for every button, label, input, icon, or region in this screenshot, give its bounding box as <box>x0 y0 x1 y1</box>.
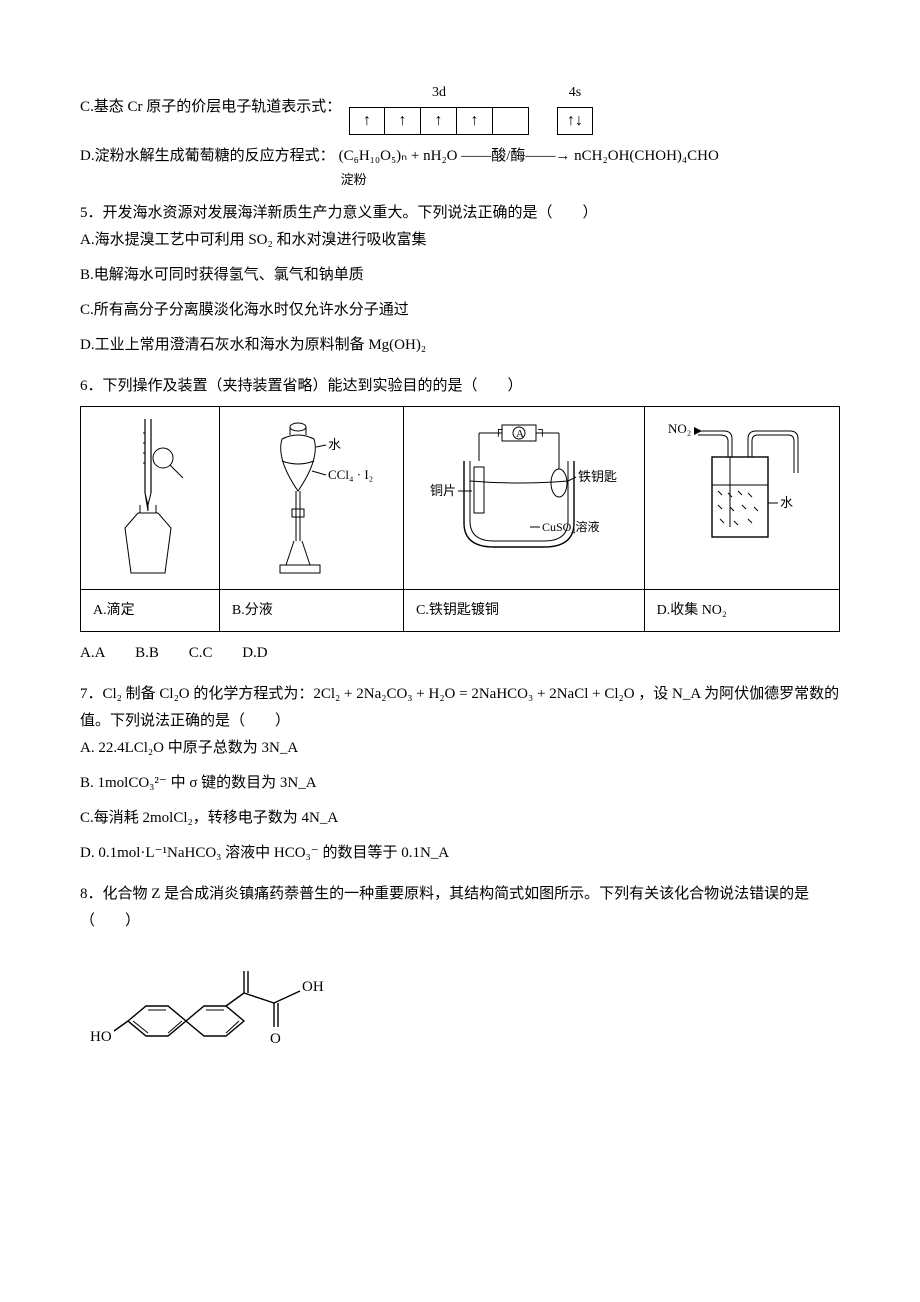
svg-text:CuSO₄溶液: CuSO₄溶液 <box>542 519 600 534</box>
q7-option-a: A. 22.4LCl₂O 中原子总数为 3N_A <box>80 735 840 762</box>
q5: 5．开发海水资源对发展海洋新质生产力意义重大。下列说法正确的是（ ） A.海水提… <box>80 200 840 359</box>
orbital-3d: 3d ↑ ↑ ↑ ↑ <box>349 80 529 135</box>
q5-option-b: B.电解海水可同时获得氢气、氯气和钠单质 <box>80 262 840 289</box>
svg-text:NO₂: NO₂ <box>668 421 691 436</box>
oh-label: OH <box>302 979 324 995</box>
q6-stem: 6．下列操作及装置（夹持装置省略）能达到实验目的的是（ ） <box>80 373 840 400</box>
orbital-diagram: 3d ↑ ↑ ↑ ↑ 4s ↑↓ <box>349 80 621 135</box>
q7-stem: 7．Cl₂ 制备 Cl₂O 的化学方程式为：2Cl₂ + 2Na₂CO₃ + H… <box>80 681 840 735</box>
orbital-cell: ↑↓ <box>557 107 593 135</box>
q4d-equation-block: (C₆H₁₀O₅)ₙ + nH₂O ——酸/酶——→ nCH₂OH(CHOH)₄… <box>339 143 719 191</box>
q8-stem: 8．化合物 Z 是合成消炎镇痛药萘普生的一种重要原料，其结构简式如图所示。下列有… <box>80 881 840 935</box>
q5-option-c: C.所有高分子分离膜淡化海水时仅允许水分子通过 <box>80 297 840 324</box>
electroplating-icon: A ┌ ┐ 铜片 铁钥匙 CuSO₄溶液 <box>424 413 624 583</box>
choice-b: B.B <box>135 645 159 661</box>
svg-text:铁钥匙: 铁钥匙 <box>578 469 617 484</box>
q4d-prefix: D.淀粉水解生成葡萄糖的反应方程式： <box>80 143 335 170</box>
titration-icon <box>95 413 205 583</box>
orbital-cell: ↑ <box>421 107 457 135</box>
gas-collection-icon: NO₂ <box>662 413 822 583</box>
choice-d: D.D <box>242 645 267 661</box>
svg-text:A: A <box>516 428 524 440</box>
svg-text:水: 水 <box>780 495 793 510</box>
svg-text:┐: ┐ <box>538 422 547 437</box>
q6: 6．下列操作及装置（夹持装置省略）能达到实验目的的是（ ） <box>80 373 840 667</box>
o-label: O <box>270 1031 281 1047</box>
orbital-cell: ↑ <box>385 107 421 135</box>
q4-option-c: C.基态 Cr 原子的价层电子轨道表示式： 3d ↑ ↑ ↑ ↑ 4s ↑↓ <box>80 80 840 135</box>
ho-label: HO <box>90 1029 112 1045</box>
orbital-cell: ↑ <box>457 107 493 135</box>
separating-funnel-icon: 水 CCl₄ · I₂ <box>236 413 386 583</box>
apparatus-table: 水 CCl₄ · I₂ A ┌ ┐ <box>80 406 840 632</box>
q4d-sublabel: 淀粉 <box>339 168 719 191</box>
q7-option-c: C.每消耗 2molCl₂，转移电子数为 4N_A <box>80 805 840 832</box>
q8: 8．化合物 Z 是合成消炎镇痛药萘普生的一种重要原料，其结构简式如图所示。下列有… <box>80 881 840 1071</box>
apparatus-c-cell: A ┌ ┐ 铜片 铁钥匙 CuSO₄溶液 <box>404 406 645 589</box>
orbital-3d-label: 3d <box>432 80 446 105</box>
q7: 7．Cl₂ 制备 Cl₂O 的化学方程式为：2Cl₂ + 2Na₂CO₃ + H… <box>80 681 840 867</box>
q7-option-b: B. 1molCO₃²⁻ 中 σ 键的数目为 3N_A <box>80 770 840 797</box>
q4-option-d: D.淀粉水解生成葡萄糖的反应方程式： (C₆H₁₀O₅)ₙ + nH₂O ——酸… <box>80 143 840 191</box>
q5-option-d: D.工业上常用澄清石灰水和海水为原料制备 Mg(OH)₂ <box>80 332 840 359</box>
q6-choices: A.A B.B C.C D.D <box>80 640 840 667</box>
q4d-equation: (C₆H₁₀O₅)ₙ + nH₂O ——酸/酶——→ nCH₂OH(CHOH)₄… <box>339 143 719 170</box>
choice-a: A.A <box>80 645 105 661</box>
choice-c: C.C <box>189 645 213 661</box>
caption-c: C.铁钥匙镀铜 <box>404 589 645 631</box>
q4c-prefix: C.基态 Cr 原子的价层电子轨道表示式： <box>80 99 341 115</box>
orbital-4s: 4s ↑↓ <box>557 80 593 135</box>
svg-text:铜片: 铜片 <box>430 483 456 498</box>
q7-option-d: D. 0.1mol·L⁻¹NaHCO₃ 溶液中 HCO₃⁻ 的数目等于 0.1N… <box>80 840 840 867</box>
molecule-icon: HO O OH <box>88 951 348 1071</box>
q5-stem: 5．开发海水资源对发展海洋新质生产力意义重大。下列说法正确的是（ ） <box>80 200 840 227</box>
apparatus-d-cell: NO₂ <box>644 406 839 589</box>
apparatus-a-cell <box>81 406 220 589</box>
orbital-4s-label: 4s <box>569 80 581 105</box>
caption-d: D.收集 NO₂ <box>644 589 839 631</box>
q5-option-a: A.海水提溴工艺中可利用 SO₂ 和水对溴进行吸收富集 <box>80 227 840 254</box>
apparatus-b-cell: 水 CCl₄ · I₂ <box>219 406 403 589</box>
caption-a: A.滴定 <box>81 589 220 631</box>
ccl4-label: CCl₄ · I₂ <box>328 467 373 482</box>
caption-b: B.分液 <box>219 589 403 631</box>
orbital-cell <box>493 107 529 135</box>
svg-text:┌: ┌ <box>494 422 503 437</box>
orbital-cell: ↑ <box>349 107 385 135</box>
water-label: 水 <box>328 437 341 452</box>
